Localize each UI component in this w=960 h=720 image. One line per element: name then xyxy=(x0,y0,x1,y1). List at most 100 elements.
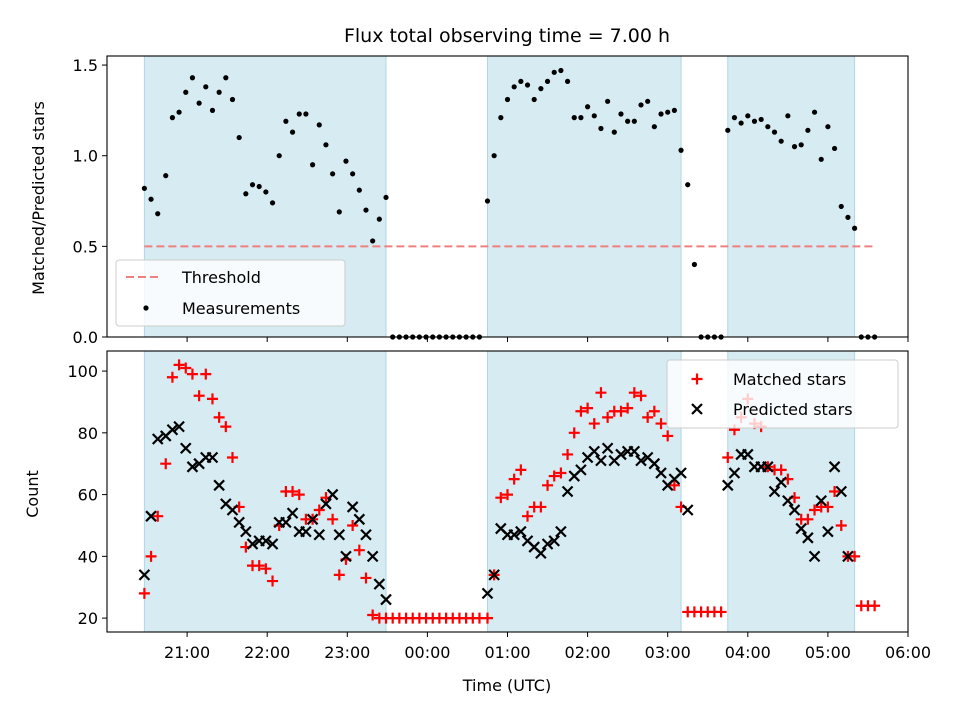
data-point xyxy=(602,411,614,423)
data-point xyxy=(671,107,677,113)
data-point xyxy=(333,569,345,581)
data-point xyxy=(591,113,597,119)
data-point xyxy=(615,448,627,461)
data-point xyxy=(791,144,798,150)
legend-label: Measurements xyxy=(182,299,300,318)
data-point xyxy=(625,118,631,124)
data-point xyxy=(568,427,580,439)
data-point xyxy=(203,84,209,90)
data-point xyxy=(768,485,781,498)
data-point xyxy=(598,125,604,132)
data-point xyxy=(815,494,828,507)
data-point xyxy=(280,516,292,529)
data-point xyxy=(163,173,169,179)
x-tick-label: 06:00 xyxy=(885,643,931,662)
data-point xyxy=(376,216,382,222)
x-tick-label: 02:00 xyxy=(565,643,611,662)
data-point xyxy=(481,587,494,600)
data-point xyxy=(524,82,531,88)
legend-matched-swatch xyxy=(691,373,703,385)
data-point xyxy=(508,528,520,541)
data-point xyxy=(309,162,316,168)
data-point xyxy=(648,457,661,470)
data-point xyxy=(240,525,252,538)
legend-box xyxy=(115,259,346,327)
data-point xyxy=(782,494,794,507)
data-point xyxy=(196,100,202,106)
data-point xyxy=(276,153,282,159)
data-point xyxy=(169,115,176,121)
data-point xyxy=(209,107,216,113)
data-point xyxy=(488,569,500,581)
observing-window xyxy=(727,55,856,338)
data-point xyxy=(353,544,365,556)
data-point xyxy=(226,504,239,516)
data-point xyxy=(555,525,567,538)
data-point xyxy=(148,196,154,202)
data-point xyxy=(160,458,172,470)
data-point xyxy=(835,485,848,498)
data-point xyxy=(220,421,232,433)
data-point xyxy=(522,510,534,522)
data-point xyxy=(638,102,644,108)
series-predicted-stars xyxy=(138,420,854,606)
data-point xyxy=(353,513,366,526)
data-point xyxy=(313,504,325,516)
data-point xyxy=(571,115,577,121)
data-point xyxy=(296,111,302,117)
data-point xyxy=(518,78,524,84)
data-point xyxy=(588,418,600,430)
data-point xyxy=(283,118,289,124)
data-point xyxy=(685,182,691,188)
data-point xyxy=(206,393,218,405)
data-point xyxy=(535,547,547,560)
data-point xyxy=(762,461,774,473)
x-tick-label: 01:00 xyxy=(484,643,530,662)
data-point xyxy=(825,124,831,130)
x-tick-label: 00:00 xyxy=(404,643,450,662)
data-point xyxy=(675,467,687,479)
data-point xyxy=(293,489,305,501)
data-point xyxy=(849,550,861,562)
observing-window xyxy=(486,350,682,633)
data-point xyxy=(303,111,309,117)
data-point xyxy=(206,451,219,464)
data-point xyxy=(138,569,151,581)
x-tick-label: 04:00 xyxy=(725,643,771,662)
data-point xyxy=(183,89,189,95)
data-point xyxy=(728,467,741,479)
data-point xyxy=(645,98,651,104)
data-point xyxy=(778,138,784,144)
legend: Threshold Measurements xyxy=(115,259,346,327)
y-tick-label: 80 xyxy=(78,424,98,443)
x-tick-label: 05:00 xyxy=(805,643,851,662)
data-point xyxy=(802,532,814,544)
data-point xyxy=(233,516,245,529)
data-point xyxy=(842,550,854,563)
data-point xyxy=(635,454,647,467)
data-point xyxy=(575,464,587,476)
data-point xyxy=(346,501,359,513)
legend-label: Threshold xyxy=(181,268,261,287)
data-point xyxy=(628,445,641,458)
data-point xyxy=(326,488,339,501)
data-point xyxy=(383,194,389,201)
data-point xyxy=(798,142,804,148)
data-point xyxy=(562,448,574,460)
data-point xyxy=(785,113,791,119)
data-point xyxy=(141,185,147,191)
data-point xyxy=(313,528,326,541)
data-point xyxy=(213,479,225,492)
y-tick-label: 40 xyxy=(78,547,98,566)
data-point xyxy=(173,420,185,433)
data-point xyxy=(323,142,329,148)
data-point xyxy=(828,461,841,473)
data-point xyxy=(260,563,272,575)
data-point xyxy=(367,609,379,621)
data-point xyxy=(662,430,674,442)
data-point xyxy=(347,519,359,531)
data-point xyxy=(152,510,164,522)
data-point xyxy=(186,368,198,380)
data-point xyxy=(289,129,296,135)
